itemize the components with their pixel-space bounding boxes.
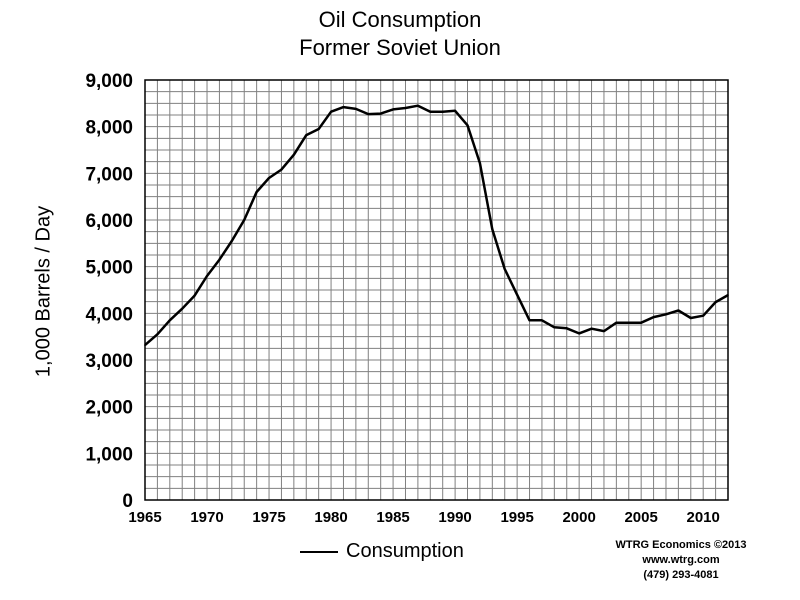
- data-point: [677, 309, 680, 312]
- data-point: [727, 294, 729, 296]
- data-point: [441, 110, 444, 113]
- data-point: [268, 177, 270, 179]
- data-point: [330, 110, 332, 113]
- data-point: [243, 219, 246, 221]
- credit-line-1: WTRG Economics ©2013: [615, 539, 747, 551]
- data-point: [714, 301, 717, 303]
- plot-frame: [144, 79, 729, 501]
- y-tick-label: 3,000: [85, 351, 133, 372]
- data-point: [417, 104, 419, 107]
- y-tick-label: 5,000: [85, 258, 133, 279]
- data-point: [156, 333, 159, 336]
- data-point: [578, 332, 580, 335]
- x-tick-label: 1980: [314, 509, 347, 526]
- data-point: [454, 110, 456, 112]
- legend-line-swatch: [300, 550, 338, 553]
- chart-title: Oil Consumption: [318, 7, 482, 32]
- data-point: [255, 191, 258, 193]
- data-point: [305, 134, 308, 136]
- x-tick-label: 1970: [190, 509, 223, 526]
- x-tick-label: 1985: [376, 509, 409, 526]
- data-point: [181, 307, 184, 310]
- y-tick-label: 4,000: [85, 304, 133, 325]
- data-point: [218, 258, 221, 261]
- data-point: [144, 344, 146, 346]
- credit-line-2: www.wtrg.com: [642, 554, 720, 566]
- data-point: [367, 113, 370, 115]
- x-tick-label: 2010: [687, 509, 720, 526]
- data-point: [169, 319, 171, 322]
- data-point: [516, 293, 518, 296]
- data-point: [702, 314, 704, 317]
- x-tick-label: 1990: [438, 509, 471, 526]
- data-point: [528, 319, 531, 322]
- x-tick-label: 1975: [252, 509, 285, 526]
- x-tick-label: 1995: [500, 509, 533, 526]
- data-point: [503, 268, 506, 270]
- data-point: [689, 317, 692, 319]
- data-point: [627, 321, 630, 324]
- y-tick-label: 1,000: [85, 444, 133, 465]
- data-point: [565, 327, 568, 330]
- data-point: [640, 321, 642, 324]
- credit-line-3: (479) 293-4081: [643, 569, 719, 581]
- data-point: [541, 319, 543, 322]
- x-tick-label: 2005: [624, 509, 657, 526]
- series-line-consumption: [144, 104, 729, 347]
- y-axis-label: 1,000 Barrels / Day: [32, 205, 55, 378]
- data-point: [665, 313, 667, 316]
- legend-label: Consumption: [346, 540, 464, 562]
- data-point: [317, 128, 320, 130]
- data-point: [615, 321, 618, 324]
- data-point: [206, 275, 208, 277]
- data-point: [280, 168, 283, 171]
- data-point: [404, 107, 407, 109]
- chart-subtitle: Former Soviet Union: [299, 35, 501, 60]
- y-tick-label: 9,000: [85, 71, 133, 92]
- data-point: [342, 106, 345, 108]
- data-point: [379, 112, 382, 115]
- y-tick-label: 6,000: [85, 211, 133, 232]
- y-tick-label: 7,000: [85, 164, 133, 185]
- data-point: [553, 326, 556, 329]
- y-tick-label: 8,000: [85, 118, 133, 139]
- legend: Consumption: [300, 540, 464, 563]
- data-point: [652, 316, 655, 318]
- data-point: [466, 124, 469, 127]
- data-point: [293, 153, 295, 156]
- y-tick-label: 2,000: [85, 398, 133, 419]
- data-point: [355, 108, 357, 110]
- data-point: [590, 327, 593, 330]
- credit-block: WTRG Economics ©2013 www.wtrg.com (479) …: [596, 538, 766, 583]
- data-point: [491, 228, 494, 231]
- data-point: [231, 240, 233, 242]
- data-point: [603, 330, 605, 332]
- x-tick-label: 2000: [562, 509, 595, 526]
- chart-title-block: Oil Consumption Former Soviet Union: [0, 6, 800, 62]
- data-point: [193, 294, 196, 297]
- data-point: [429, 110, 432, 113]
- data-point: [479, 162, 481, 164]
- x-tick-label: 1965: [128, 509, 161, 526]
- data-point: [392, 108, 394, 111]
- y-tick-label: 0: [122, 491, 133, 512]
